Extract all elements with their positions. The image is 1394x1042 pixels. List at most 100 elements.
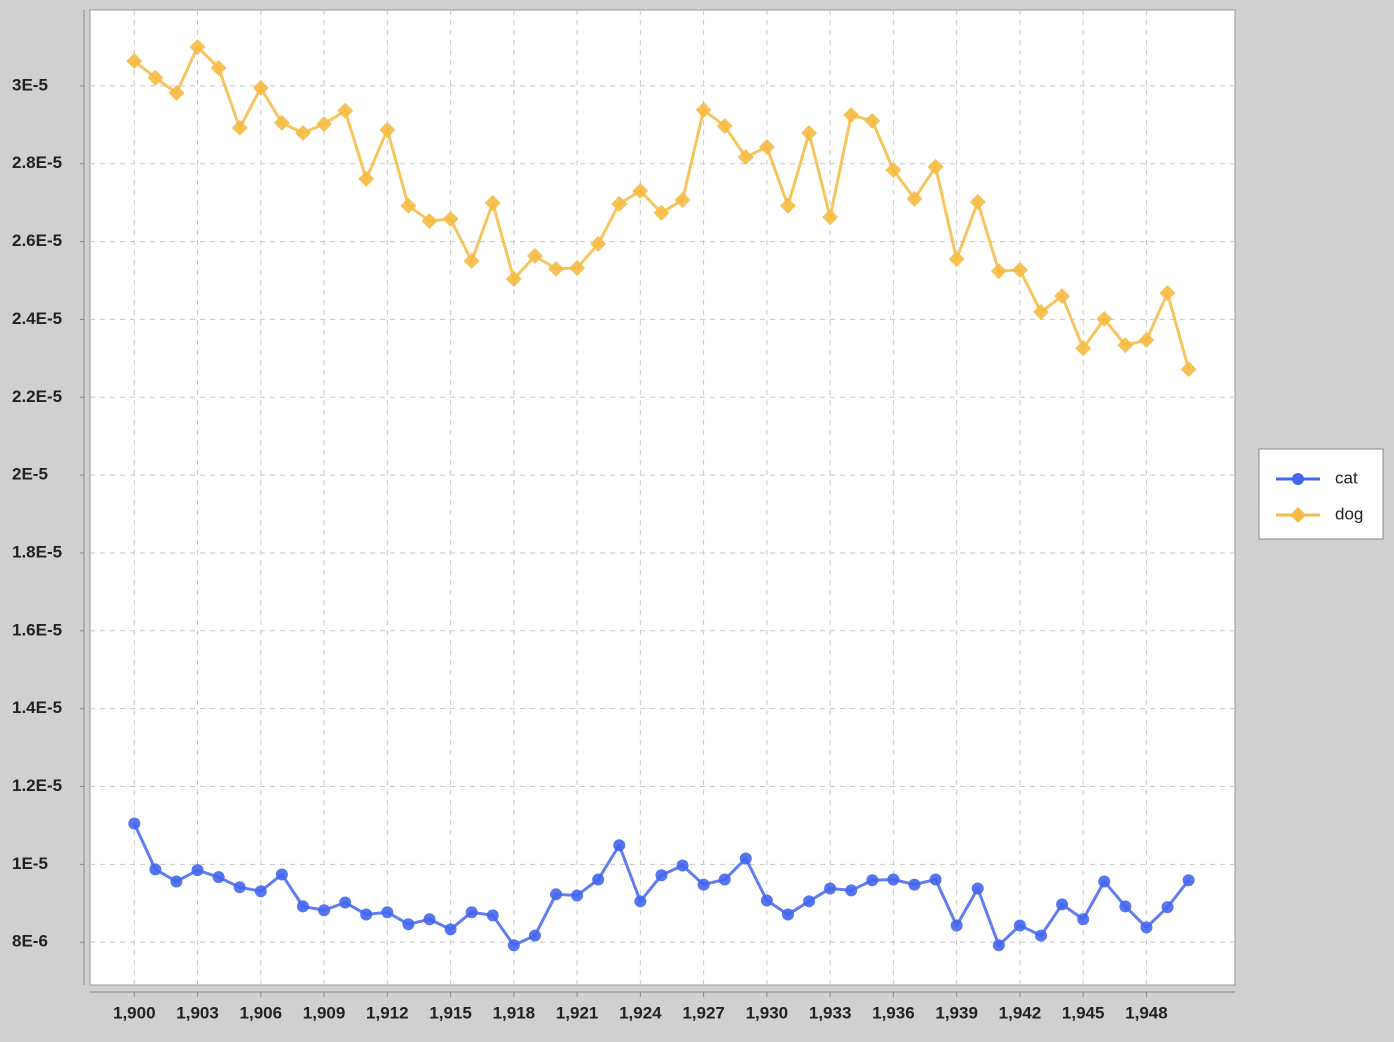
- marker: [550, 888, 563, 901]
- y-tick-label: 1.4E-5: [12, 698, 62, 717]
- marker: [337, 102, 354, 119]
- marker: [484, 195, 501, 212]
- marker: [463, 253, 480, 270]
- marker: [801, 124, 818, 141]
- marker: [929, 873, 942, 886]
- marker: [191, 864, 204, 877]
- marker: [760, 894, 773, 907]
- marker: [824, 882, 837, 895]
- marker: [360, 908, 373, 921]
- marker: [252, 79, 269, 96]
- marker: [233, 881, 246, 894]
- marker: [822, 209, 839, 226]
- legend: [1258, 448, 1384, 540]
- x-tick-label: 1,906: [240, 1003, 283, 1022]
- marker: [634, 895, 647, 908]
- marker: [170, 875, 183, 888]
- marker: [358, 170, 375, 187]
- marker: [296, 900, 309, 913]
- x-tick-label: 1,918: [493, 1003, 536, 1022]
- marker: [887, 873, 900, 886]
- marker: [149, 863, 162, 876]
- y-tick-label: 3E-5: [12, 75, 48, 94]
- marker: [273, 114, 290, 131]
- marker: [1013, 919, 1026, 932]
- marker: [718, 873, 731, 886]
- marker: [1075, 340, 1092, 357]
- marker: [1180, 361, 1197, 378]
- marker: [147, 69, 164, 86]
- marker: [676, 859, 689, 872]
- marker: [507, 939, 520, 952]
- marker: [423, 913, 436, 926]
- marker: [1096, 311, 1113, 328]
- marker: [739, 852, 752, 865]
- x-tick-label: 1,933: [809, 1003, 852, 1022]
- marker: [1054, 288, 1071, 305]
- y-tick-label: 2E-5: [12, 465, 48, 484]
- marker: [505, 270, 522, 287]
- marker: [212, 871, 225, 884]
- x-tick-label: 1,939: [935, 1003, 978, 1022]
- marker: [969, 193, 986, 210]
- marker: [927, 158, 944, 175]
- marker: [779, 197, 796, 214]
- marker: [339, 896, 352, 909]
- marker: [803, 895, 816, 908]
- marker: [864, 112, 881, 129]
- marker: [695, 102, 712, 119]
- marker: [781, 908, 794, 921]
- marker: [592, 873, 605, 886]
- marker: [168, 84, 185, 101]
- y-tick-label: 1.6E-5: [12, 620, 62, 639]
- marker: [254, 885, 267, 898]
- x-tick-label: 1,903: [176, 1003, 219, 1022]
- marker: [379, 121, 396, 138]
- marker: [1159, 284, 1176, 301]
- marker: [442, 211, 459, 228]
- marker: [189, 38, 206, 55]
- legend-marker: [1290, 507, 1306, 523]
- marker: [632, 182, 649, 199]
- marker: [758, 139, 775, 156]
- marker: [1117, 337, 1134, 354]
- marker: [1033, 304, 1050, 321]
- marker: [316, 116, 333, 133]
- marker: [1035, 929, 1048, 942]
- y-tick-label: 1.8E-5: [12, 542, 62, 561]
- marker: [992, 939, 1005, 952]
- x-tick-label: 1,936: [872, 1003, 915, 1022]
- marker: [571, 889, 584, 902]
- marker: [486, 909, 499, 922]
- marker: [1119, 900, 1132, 913]
- marker: [1011, 262, 1028, 278]
- marker: [885, 161, 902, 178]
- marker: [1140, 921, 1153, 934]
- marker: [843, 107, 860, 124]
- marker: [908, 878, 921, 891]
- marker: [971, 882, 984, 895]
- marker: [655, 869, 668, 882]
- x-tick-label: 1,930: [746, 1003, 789, 1022]
- marker: [421, 212, 438, 229]
- marker: [653, 204, 670, 221]
- marker: [128, 817, 141, 830]
- marker: [465, 906, 478, 919]
- marker: [1182, 874, 1195, 887]
- marker: [231, 119, 248, 136]
- marker: [697, 878, 710, 891]
- x-tick-label: 1,912: [366, 1003, 409, 1022]
- y-tick-label: 2.2E-5: [12, 387, 62, 406]
- marker: [990, 263, 1007, 280]
- marker: [569, 260, 586, 277]
- marker: [528, 929, 541, 942]
- marker: [1161, 901, 1174, 914]
- marker: [210, 59, 227, 76]
- marker: [402, 918, 415, 931]
- marker: [444, 923, 457, 936]
- x-tick-label: 1,927: [682, 1003, 725, 1022]
- x-tick-label: 1,921: [556, 1003, 599, 1022]
- marker: [1098, 875, 1111, 888]
